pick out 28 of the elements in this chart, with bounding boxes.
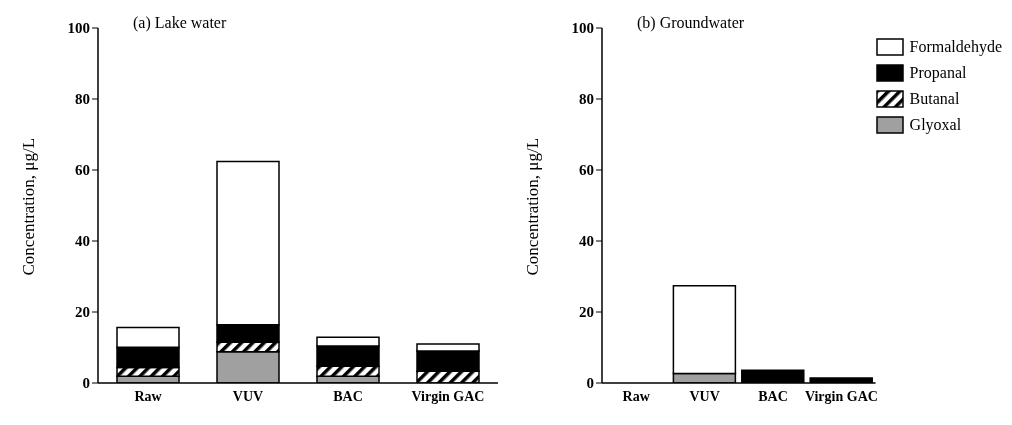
x-tick-label: Raw (622, 388, 651, 404)
y-tick-label: 60 (579, 162, 594, 179)
legend-label: Formaldehyde (909, 38, 1002, 56)
x-tick-label: VUV (689, 388, 720, 404)
x-tick-label: Virgin GAC (804, 388, 878, 404)
legend-label: Propanal (909, 64, 967, 82)
legend-label: Butanal (909, 90, 960, 108)
y-tick-label: 20 (75, 304, 90, 321)
y-tick-label: 20 (579, 304, 594, 321)
y-tick-label: 0 (82, 375, 90, 392)
y-axis-title: Concentration, μg/L (523, 137, 543, 276)
x-tick-label: BAC (758, 388, 788, 404)
y-tick-label: 60 (75, 162, 90, 179)
y-axis-title: Concentration, μg/L (19, 137, 39, 276)
y-tick-label: 40 (579, 233, 594, 250)
chart-title: (a) Lake water (133, 14, 227, 32)
x-tick-label: BAC (333, 388, 363, 404)
x-tick-label: VUV (232, 388, 264, 404)
chart-title: (b) Groundwater (637, 14, 745, 32)
y-tick-label: 80 (579, 91, 594, 108)
y-tick-label: 0 (586, 375, 594, 392)
y-tick-label: 40 (75, 233, 90, 250)
y-tick-label: 80 (75, 91, 90, 108)
x-tick-label: Raw (134, 388, 163, 404)
y-tick-label: 100 (571, 20, 594, 37)
legend-label: Glyoxal (909, 116, 962, 134)
y-tick-label: 100 (67, 20, 90, 37)
x-tick-label: Virgin GAC (411, 388, 485, 404)
